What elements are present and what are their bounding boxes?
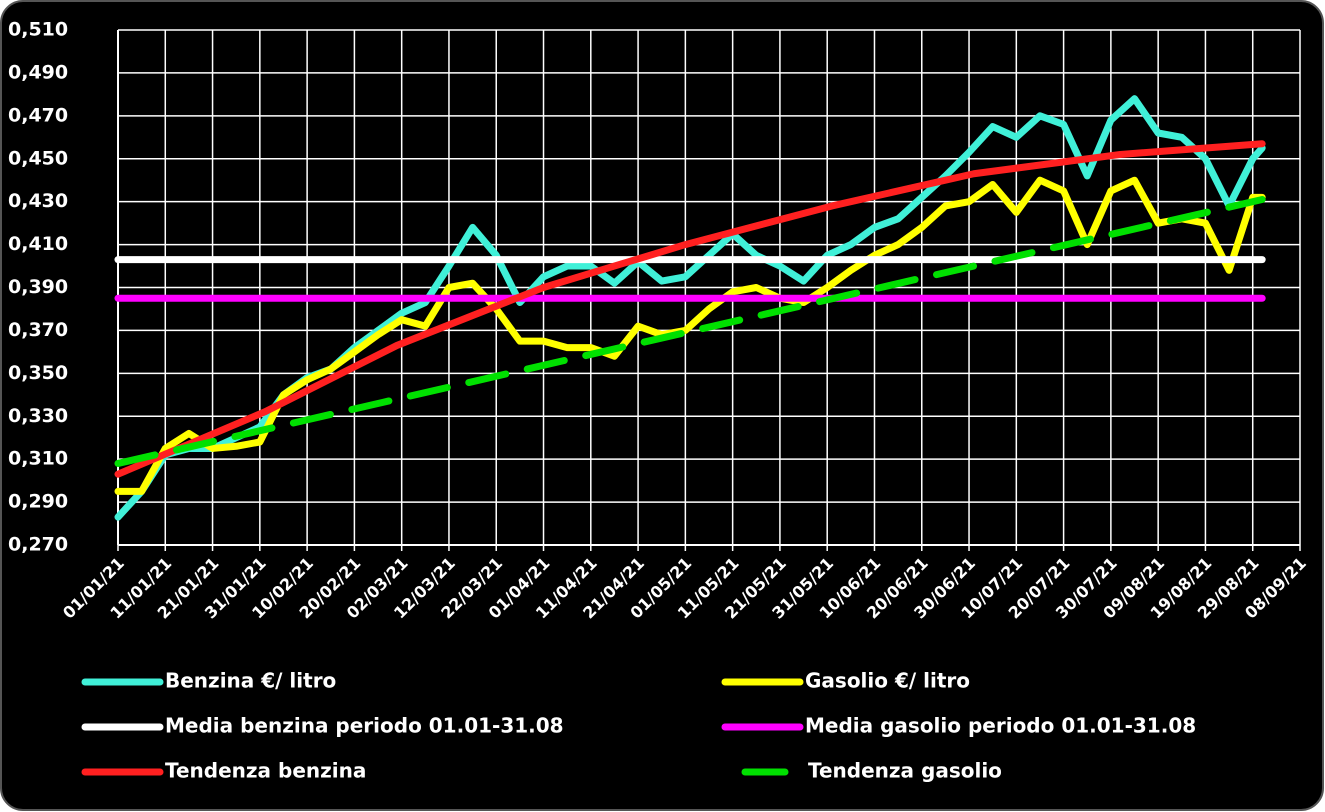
y-tick-label: 0,410	[8, 233, 68, 255]
legend-label: Tendenza benzina	[165, 759, 366, 783]
series-line	[114, 176, 1266, 495]
y-tick-label: 0,390	[8, 276, 68, 298]
y-tick-label: 0,370	[8, 319, 68, 341]
legend-label: Tendenza gasolio	[808, 759, 1002, 783]
y-tick-label: 0,350	[8, 362, 68, 384]
y-tick-label: 0,310	[8, 448, 68, 470]
legend-label: Benzina €/ litro	[165, 669, 336, 693]
legend-label: Media benzina periodo 01.01-31.08	[165, 714, 564, 738]
series-line	[114, 140, 1266, 478]
legend-label: Gasolio €/ litro	[805, 669, 970, 693]
y-tick-label: 0,450	[8, 147, 68, 169]
y-tick-label: 0,510	[8, 19, 68, 41]
y-tick-label: 0,290	[8, 491, 68, 513]
series-line	[114, 196, 1266, 467]
legend-label: Media gasolio periodo 01.01-31.08	[805, 714, 1196, 738]
y-tick-label: 0,490	[8, 61, 68, 83]
y-tick-label: 0,430	[8, 190, 68, 212]
y-tick-label: 0,470	[8, 104, 68, 126]
y-tick-label: 0,330	[8, 405, 68, 427]
y-tick-label: 0,270	[8, 534, 68, 556]
